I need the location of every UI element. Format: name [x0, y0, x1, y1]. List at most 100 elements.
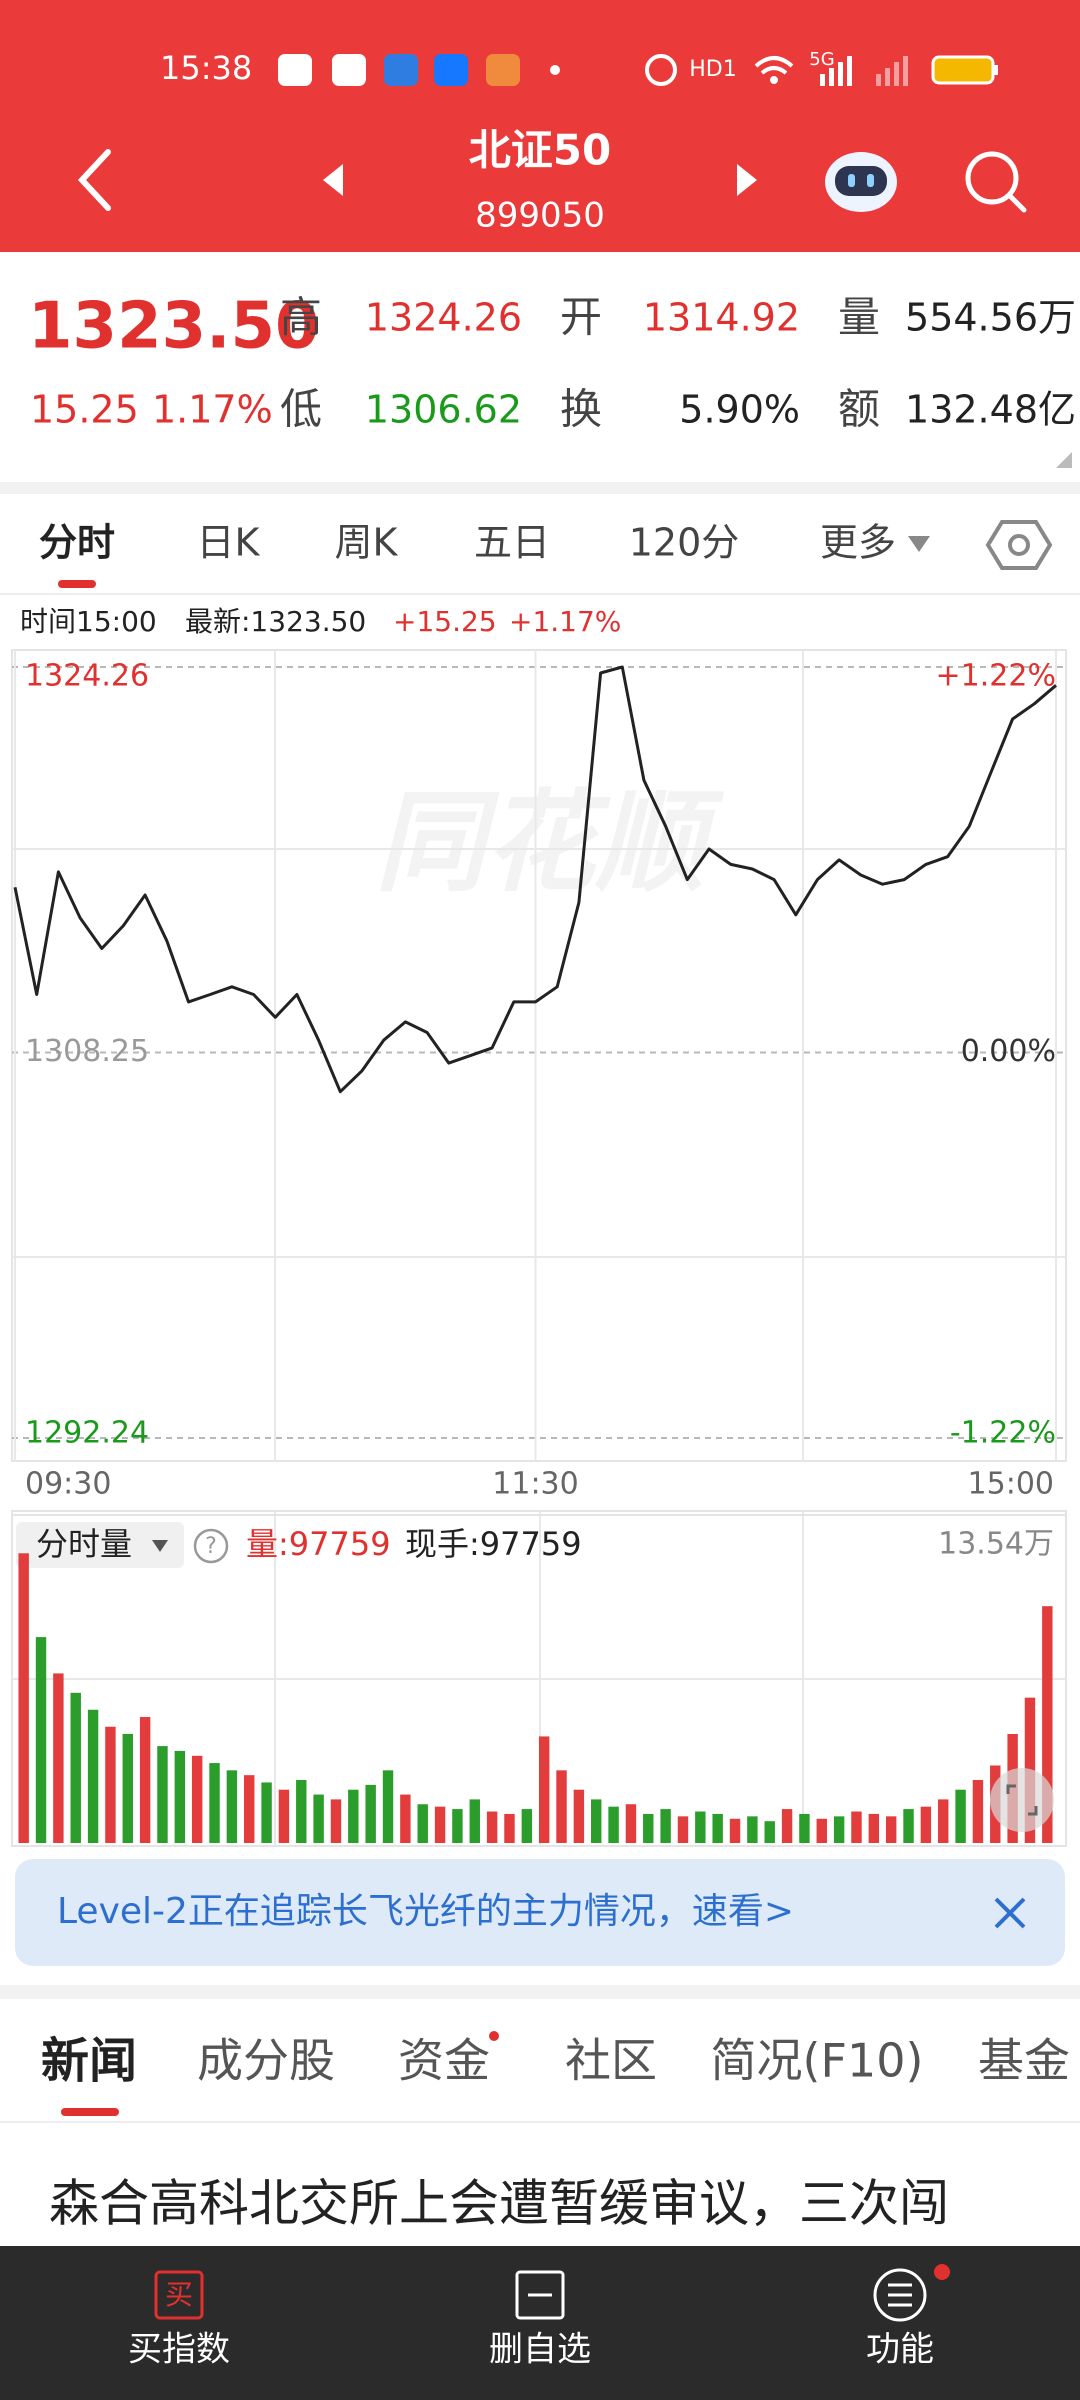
y-tick-label: 1308.25 [25, 1034, 149, 1069]
chart-tab[interactable]: 五日 [474, 521, 550, 565]
robot-button[interactable] [825, 152, 897, 212]
info-change-pct: +1.17% [509, 605, 621, 638]
stat-value: 5.90% [679, 388, 800, 432]
y-tick-label: 1292.24 [25, 1416, 149, 1451]
search-button[interactable] [965, 151, 1027, 213]
nav-item[interactable]: 功能 [866, 2330, 934, 2370]
price-grid [12, 650, 1066, 1461]
chart-tab[interactable]: 更多 [820, 521, 896, 565]
volume-bar [955, 1789, 966, 1843]
volume-bar [729, 1818, 741, 1843]
chart-tab[interactable]: 分时 [39, 521, 115, 565]
prev-button[interactable] [323, 164, 343, 196]
volume-bar [504, 1813, 515, 1843]
volume-bar [382, 1770, 394, 1843]
help-circle[interactable] [193, 1528, 229, 1564]
volume-bar [938, 1799, 949, 1843]
volume-bar [105, 1726, 116, 1843]
chart-tab[interactable]: 日K [197, 521, 261, 565]
separator [0, 482, 1080, 494]
volume-bar [712, 1813, 723, 1843]
banner-close[interactable] [994, 1897, 1026, 1929]
buy-icon-box[interactable] [154, 2270, 204, 2320]
volume-bar [816, 1818, 827, 1843]
header-bg [0, 0, 1080, 252]
status-system-icons: HD1 5G [645, 49, 998, 86]
news-tab[interactable]: 简况(F10) [711, 2034, 924, 2088]
volume-bar [486, 1811, 498, 1843]
volume-bar [53, 1673, 64, 1843]
volume-selector[interactable]: 分时量 [36, 1525, 132, 1563]
stat-value: 1314.92 [643, 296, 800, 340]
x-tick-label: 15:00 [968, 1467, 1054, 1502]
headline[interactable]: 森合高科北交所上会遭暂缓审议，三次闯 [49, 2175, 949, 2233]
change: 15.25 [30, 388, 139, 432]
volume-bar [400, 1794, 411, 1843]
volume-bar [434, 1806, 446, 1843]
volume-bar [452, 1809, 463, 1843]
stat-label: 换 [560, 385, 602, 434]
volume-bar [868, 1813, 880, 1843]
hand-value: 现手:97759 [405, 1525, 582, 1563]
selector-arrow [152, 1540, 168, 1552]
chart-tab[interactable]: 周K [335, 521, 399, 565]
y2-tick-label: -1.22% [950, 1416, 1056, 1451]
volume-bar [191, 1755, 203, 1843]
separator [0, 1985, 1080, 1999]
index-title: 北证50 [469, 126, 611, 175]
volume-bar [920, 1806, 932, 1843]
info-time: 时间15:00 [20, 605, 157, 638]
stat-label: 额 [838, 385, 880, 434]
next-button[interactable] [737, 164, 757, 196]
info-change: +15.25 [393, 605, 497, 638]
volume-bar [573, 1789, 585, 1843]
banner[interactable] [15, 1859, 1065, 1966]
volume-bar [521, 1809, 533, 1843]
volume-bar [885, 1816, 897, 1843]
volume-bar [330, 1799, 342, 1843]
volume-selector-bg[interactable] [16, 1522, 184, 1568]
volume-bar [365, 1784, 376, 1843]
stat-value: 1306.62 [365, 388, 522, 432]
news-tab[interactable]: 成分股 [197, 2034, 335, 2088]
volume-bar [209, 1763, 220, 1843]
volume-bar [244, 1775, 255, 1843]
nav-item[interactable]: 删自选 [489, 2330, 591, 2370]
y-tick-label: 13.54万 [938, 1527, 1054, 1562]
nav-item[interactable]: 买指数 [128, 2330, 230, 2370]
volume-bar [35, 1637, 47, 1843]
news-tab[interactable]: 新闻 [41, 2033, 137, 2089]
function-icon[interactable] [873, 2264, 950, 2322]
stat-label: 高 [280, 293, 322, 342]
expand-button[interactable] [990, 1768, 1054, 1832]
volume-bar [261, 1782, 272, 1843]
help-icon[interactable]: ? [205, 1534, 217, 1559]
news-dot [489, 2031, 499, 2041]
settings-button[interactable] [985, 520, 1053, 570]
volume-bar [139, 1717, 151, 1843]
buy-icon[interactable]: 买 [165, 2278, 193, 2311]
volume-bar [799, 1813, 810, 1843]
charts: 1324.26 1308.25 1292.24 +1.22% 0.00% -1.22% 09… [12, 650, 1066, 1843]
back-button[interactable] [77, 149, 111, 211]
price-line [13, 665, 1057, 1094]
volume-bar [87, 1709, 99, 1843]
volume-value: 量:97759 [246, 1525, 391, 1563]
news-tab[interactable]: 资金 [398, 2034, 490, 2088]
banner-text[interactable]: Level-2正在追踪长飞光纤的主力情况，速看> [57, 1891, 794, 1932]
volume-bar [18, 1553, 29, 1843]
y2-tick-label: 0.00% [961, 1034, 1056, 1069]
volume-bar [296, 1780, 307, 1843]
status-network: 5G [809, 49, 834, 70]
chart-tab[interactable]: 120分 [629, 521, 740, 565]
price-frame [11, 649, 1067, 1462]
change-pct: 1.17% [152, 388, 273, 432]
news-tab[interactable]: 社区 [565, 2034, 657, 2088]
volume-bar [278, 1789, 290, 1843]
remove-icon[interactable] [515, 2270, 565, 2320]
y2-tick-label: +1.22% [936, 659, 1056, 694]
bottom-nav [0, 2246, 1080, 2400]
volume-bar [417, 1804, 428, 1843]
volume-bar [348, 1789, 359, 1843]
news-tab[interactable]: 基金 [978, 2034, 1070, 2088]
